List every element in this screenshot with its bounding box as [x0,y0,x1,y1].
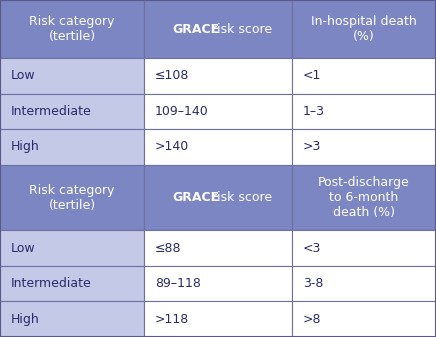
Bar [144,266,292,301]
Bar [292,0,436,58]
Bar [0,230,144,266]
Bar [144,301,292,337]
Text: risk score: risk score [208,23,272,35]
Bar [292,58,436,94]
Text: >8: >8 [303,313,321,326]
Bar [0,58,144,94]
Text: Risk category
(tertile): Risk category (tertile) [29,15,115,43]
Text: In-hospital death
(%): In-hospital death (%) [311,15,417,43]
Text: GRACE: GRACE [172,191,219,204]
Text: >140: >140 [155,141,189,153]
Text: GRACE: GRACE [172,23,219,35]
Text: <3: <3 [303,242,321,254]
Text: 109–140: 109–140 [155,105,208,118]
Bar [144,129,292,165]
Bar [0,301,144,337]
Text: High: High [11,313,40,326]
Bar [292,230,436,266]
Bar [144,58,292,94]
Bar [144,94,292,129]
Text: >118: >118 [155,313,189,326]
Bar [292,301,436,337]
Text: >3: >3 [303,141,321,153]
Bar [0,129,144,165]
Text: Risk category
(tertile): Risk category (tertile) [29,184,115,212]
Text: Low: Low [11,69,35,82]
Text: <1: <1 [303,69,321,82]
Bar [144,165,292,230]
Text: Post-discharge
to 6-month
death (%): Post-discharge to 6-month death (%) [318,176,410,219]
Bar [144,0,292,58]
Text: Intermediate: Intermediate [11,277,92,290]
Text: 89–118: 89–118 [155,277,201,290]
Bar [292,165,436,230]
Text: 3-8: 3-8 [303,277,324,290]
Bar [0,94,144,129]
Bar [292,129,436,165]
Bar [0,165,144,230]
Text: ≤108: ≤108 [155,69,189,82]
Text: 1–3: 1–3 [303,105,325,118]
Bar [292,266,436,301]
Bar [292,94,436,129]
Text: Low: Low [11,242,35,254]
Bar [0,266,144,301]
Text: ≤88: ≤88 [155,242,181,254]
Text: Intermediate: Intermediate [11,105,92,118]
Text: risk score: risk score [208,191,272,204]
Bar [144,230,292,266]
Text: High: High [11,141,40,153]
Bar [0,0,144,58]
